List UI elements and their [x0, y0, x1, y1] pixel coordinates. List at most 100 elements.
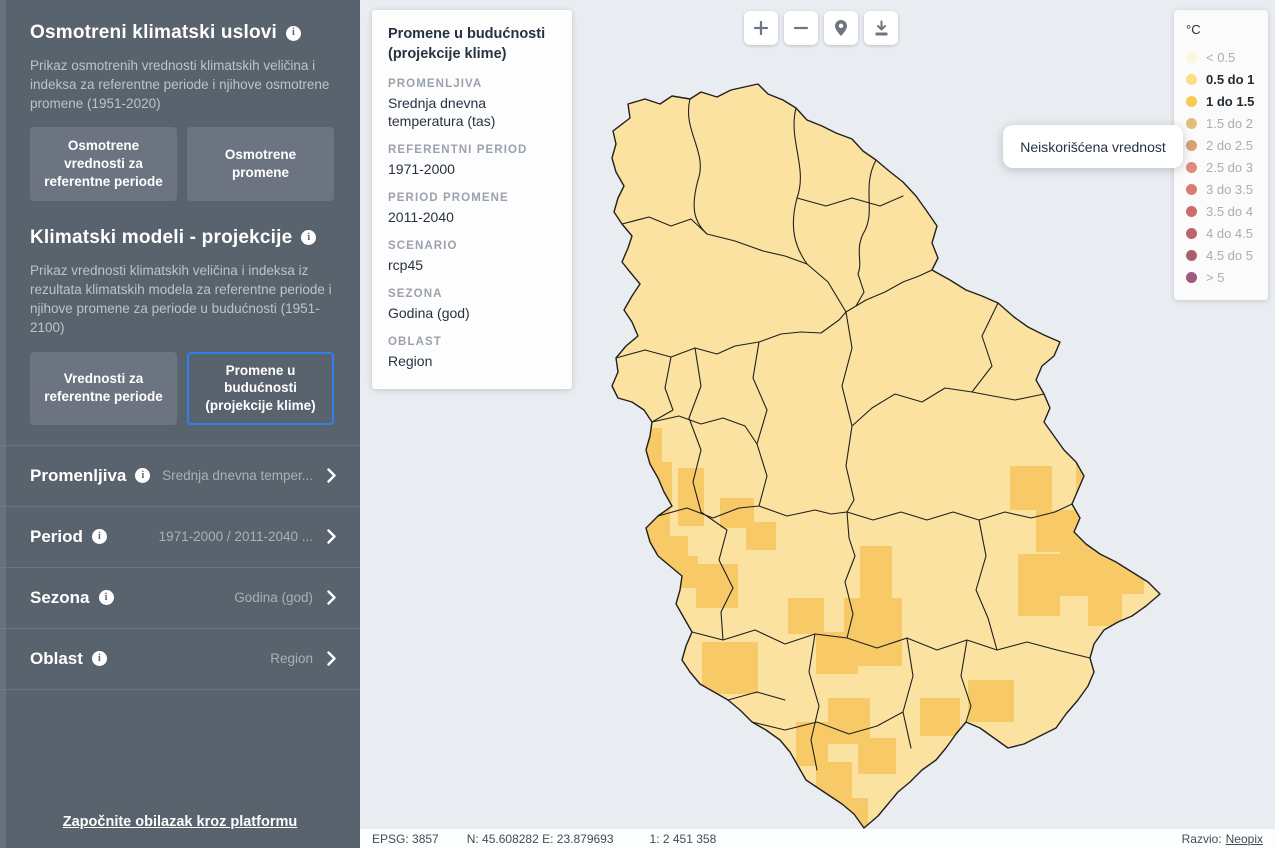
legend-item[interactable]: 3.5 do 4 — [1186, 200, 1260, 222]
model-values-button[interactable]: Vrednosti za referentne periode — [30, 351, 177, 425]
credit-label: Razvio: — [1181, 831, 1222, 846]
legend-item[interactable]: 0.5 do 1 — [1186, 68, 1260, 90]
field-value: 1971-2000 — [388, 161, 455, 178]
legend-label: 4 do 4.5 — [1206, 225, 1253, 241]
info-icon[interactable] — [91, 529, 107, 545]
sidebar-scrollbar[interactable] — [0, 0, 6, 848]
legend-item[interactable]: < 0.5 — [1186, 46, 1260, 68]
field-value: Region — [388, 352, 433, 369]
epsg-code: EPSG: 3857 — [372, 831, 439, 846]
legend-label: 3.5 do 4 — [1206, 203, 1253, 219]
info-icon[interactable] — [135, 468, 151, 484]
legend-label: > 5 — [1206, 269, 1225, 285]
legend-tooltip: Neiskorišćena vrednost — [1003, 125, 1183, 168]
serbia-map[interactable] — [360, 0, 1275, 848]
future-changes-button[interactable]: Promene u budućnosti (projekcije klime) — [187, 351, 334, 425]
sidebar-accordions: Promenljiva Srednja dnevna temper... Per… — [0, 444, 360, 690]
field-value: Srednja dnevna temperatura (tas) — [388, 94, 496, 130]
sidebar: Osmotreni klimatski uslovi Prikaz osmotr… — [0, 0, 360, 848]
sidebar-item-promenljiva[interactable]: Promenljiva Srednja dnevna temper... — [0, 446, 360, 507]
legend-item[interactable]: 2.5 do 3 — [1186, 156, 1260, 178]
field-label: PROMENLJIVA — [388, 77, 483, 90]
map-highlight-cells — [612, 428, 1144, 828]
district-borders — [615, 98, 1091, 771]
info-icon[interactable] — [98, 590, 114, 606]
observed-title-text: Osmotreni klimatski uslovi — [30, 22, 278, 43]
legend-item[interactable]: 1.5 do 2 — [1186, 112, 1260, 134]
credit: Razvio: Neopix — [1182, 832, 1263, 846]
info-icon[interactable] — [301, 230, 317, 246]
accordion-label-text: Promenljiva — [30, 465, 127, 485]
cursor-coordinates: N: 45.608282 E: 23.879693 — [466, 831, 614, 846]
locate-button[interactable] — [824, 11, 858, 45]
accordion-label: Oblast — [30, 649, 107, 669]
legend-label: 0.5 do 1 — [1206, 71, 1255, 87]
sidebar-item-oblast[interactable]: Oblast Region — [0, 629, 360, 690]
accordion-value: Region — [270, 651, 313, 667]
accordion-value: Godina (god) — [234, 590, 313, 606]
accordion-label: Sezona — [30, 588, 114, 608]
field-value: Godina (god) — [388, 305, 470, 322]
sidebar-sections: Osmotreni klimatski uslovi Prikaz osmotr… — [0, 0, 360, 425]
map-base-fill — [612, 84, 1160, 828]
field-label: OBLAST — [388, 335, 442, 348]
neopix-link[interactable]: Neopix — [1225, 831, 1263, 846]
legend-title: °C — [1186, 22, 1201, 37]
legend-swatch — [1186, 205, 1197, 217]
legend-swatch — [1186, 95, 1197, 107]
zoom-in-button[interactable] — [744, 11, 778, 45]
chevron-right-icon — [327, 651, 336, 667]
legend-item[interactable]: 4.5 do 5 — [1186, 244, 1260, 266]
selection-summary-panel: Promene u budućnosti (projekcije klime) … — [372, 10, 572, 389]
field-label: SCENARIO — [388, 240, 458, 253]
legend-swatch — [1186, 117, 1197, 129]
legend-label: 4.5 do 5 — [1206, 247, 1253, 263]
legend-swatch — [1186, 161, 1197, 173]
legend-label: 2.5 do 3 — [1206, 159, 1253, 175]
plus-icon — [753, 20, 769, 36]
chevron-right-icon — [327, 590, 336, 606]
accordion-value: 1971-2000 / 2011-2040 ... — [158, 529, 313, 545]
observed-section-title: Osmotreni klimatski uslovi — [30, 20, 334, 46]
field-value: rcp45 — [388, 257, 424, 274]
info-icon[interactable] — [91, 651, 107, 667]
field-label: SEZONA — [388, 288, 443, 301]
observed-section-description: Prikaz osmotrenih vrednosti klimatskih v… — [30, 58, 330, 112]
models-section-title: Klimatski modeli - projekcije — [30, 225, 334, 251]
field-label: PERIOD PROMENE — [388, 192, 509, 205]
map-scale: 1: 2 451 358 — [649, 831, 717, 846]
location-pin-icon — [835, 20, 847, 36]
zoom-out-button[interactable] — [784, 11, 818, 45]
temperature-legend: °C < 0.5 0.5 do 1 1 do 1.5 1.5 do 2 2 do… — [1174, 10, 1268, 300]
info-icon[interactable] — [286, 25, 302, 41]
download-map-button[interactable] — [864, 11, 898, 45]
legend-item[interactable]: > 5 — [1186, 266, 1260, 288]
legend-item[interactable]: 1 do 1.5 — [1186, 90, 1260, 112]
download-icon — [875, 20, 887, 35]
panel-title: Promene u budućnosti (projekcije klime) — [388, 26, 546, 63]
platform-tour-link[interactable]: Započnite obilazak kroz platformu — [62, 814, 298, 830]
legend-swatch — [1186, 249, 1197, 261]
minus-icon — [793, 26, 809, 30]
legend-label: 2 do 2.5 — [1206, 137, 1253, 153]
sidebar-item-period[interactable]: Period 1971-2000 / 2011-2040 ... — [0, 507, 360, 568]
models-title-text: Klimatski modeli - projekcije — [30, 226, 293, 248]
observed-changes-button[interactable]: Osmotrene promene — [187, 127, 334, 201]
legend-label: 3 do 3.5 — [1206, 181, 1253, 197]
map-statusbar: EPSG: 3857 N: 45.608282 E: 23.879693 1: … — [360, 829, 1275, 848]
models-buttons: Vrednosti za referentne periode Promene … — [30, 351, 334, 425]
observed-values-button[interactable]: Osmotrene vrednosti za referentne period… — [30, 127, 177, 201]
accordion-label: Period — [30, 527, 107, 547]
chevron-right-icon — [327, 529, 336, 545]
legend-swatch — [1186, 51, 1197, 63]
legend-label: 1.5 do 2 — [1206, 115, 1253, 131]
legend-swatch — [1186, 183, 1197, 195]
legend-item[interactable]: 2 do 2.5 — [1186, 134, 1260, 156]
map-pane[interactable]: Promene u budućnosti (projekcije klime) … — [360, 0, 1275, 848]
legend-item[interactable]: 4 do 4.5 — [1186, 222, 1260, 244]
sidebar-item-sezona[interactable]: Sezona Godina (god) — [0, 568, 360, 629]
legend-item[interactable]: 3 do 3.5 — [1186, 178, 1260, 200]
legend-label: 1 do 1.5 — [1206, 93, 1255, 109]
models-section-description: Prikaz vrednosti klimatskih veličina i i… — [30, 262, 332, 336]
accordion-label-text: Oblast — [30, 648, 83, 668]
